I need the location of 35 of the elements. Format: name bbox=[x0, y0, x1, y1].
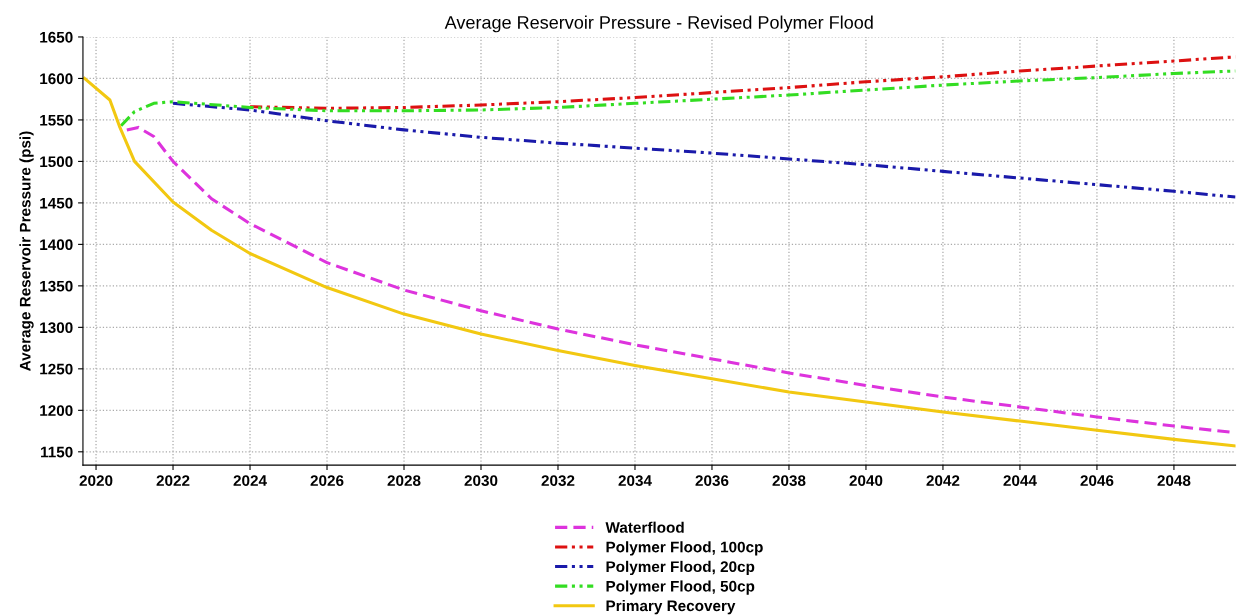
y-tick-label: 1250 bbox=[40, 363, 73, 375]
y-tick-label: 1150 bbox=[41, 446, 73, 458]
y-tick-label: 1500 bbox=[40, 156, 73, 168]
x-tick-label: 2042 bbox=[926, 475, 960, 487]
y-tick-label: 1450 bbox=[40, 197, 73, 209]
x-tick-label: 2028 bbox=[387, 475, 421, 487]
y-tick-label: 1200 bbox=[40, 405, 73, 417]
x-tick-label: 2048 bbox=[1157, 475, 1191, 487]
chart-title: Average Reservoir Pressure - Revised Polymer Flood bbox=[444, 15, 873, 33]
y-axis-title: Average Reservoir Pressure (psi) bbox=[19, 131, 34, 371]
y-tick-label: 1300 bbox=[40, 322, 73, 334]
legend-label: Polymer Flood, 20cp bbox=[606, 560, 755, 576]
x-tick-label: 2038 bbox=[772, 475, 806, 487]
y-tick-label: 1550 bbox=[40, 114, 73, 126]
x-tick-label: 2044 bbox=[1003, 475, 1037, 487]
x-tick-label: 2022 bbox=[156, 475, 190, 487]
legend-label: Waterflood bbox=[605, 521, 684, 533]
x-tick-label: 2030 bbox=[464, 475, 498, 487]
legend-label: Primary Recovery bbox=[606, 600, 736, 615]
x-tick-label: 2036 bbox=[695, 475, 729, 487]
y-tick-label: 1600 bbox=[40, 73, 73, 85]
x-tick-label: 2020 bbox=[79, 475, 113, 487]
y-tick-label: 1350 bbox=[40, 280, 73, 292]
legend-label: Polymer Flood, 50cp bbox=[606, 580, 755, 595]
y-tick-label: 1400 bbox=[40, 239, 73, 251]
x-tick-label: 2034 bbox=[618, 475, 652, 487]
x-tick-label: 2040 bbox=[849, 475, 883, 487]
x-tick-label: 2026 bbox=[310, 475, 344, 487]
line-series bbox=[171, 101, 1236, 199]
y-tick-label: 1650 bbox=[40, 31, 73, 43]
line-series bbox=[82, 76, 1236, 448]
x-tick-label: 2032 bbox=[541, 475, 575, 487]
legend-label: Polymer Flood, 100cp bbox=[606, 541, 763, 556]
x-tick-label: 2046 bbox=[1080, 475, 1114, 487]
x-tick-label: 2024 bbox=[233, 475, 267, 487]
